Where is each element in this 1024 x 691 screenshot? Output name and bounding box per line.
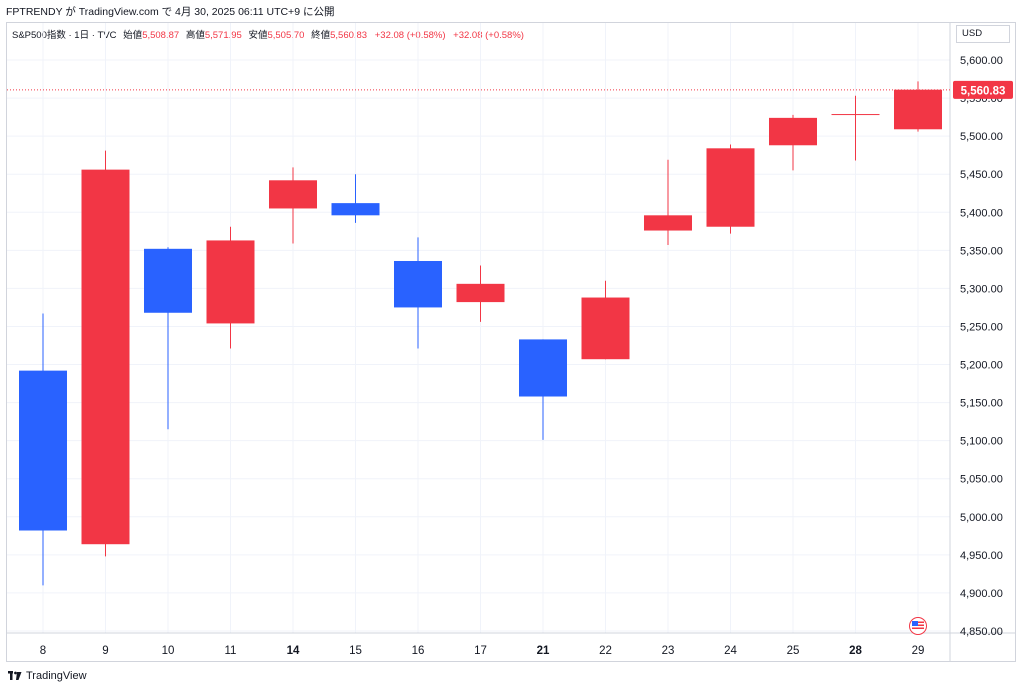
open-value: 5,508.87	[142, 30, 180, 41]
y-tick-label: 5,450.00	[960, 169, 1003, 181]
y-tick-label: 5,400.00	[960, 207, 1003, 219]
y-tick-label: 4,950.00	[960, 550, 1003, 562]
x-tick-label: 14	[287, 645, 300, 657]
y-tick-label: 5,200.00	[960, 360, 1003, 372]
y-tick-label: 5,350.00	[960, 245, 1003, 257]
candle-body[interactable]	[394, 260, 442, 308]
close-label: 終値	[311, 30, 331, 41]
close-value: 5,560.83	[330, 30, 368, 41]
open-label: 始値	[123, 30, 143, 41]
y-tick-label: 5,150.00	[960, 398, 1003, 410]
y-tick-label: 5,100.00	[960, 436, 1003, 448]
y-tick-label: 5,300.00	[960, 283, 1003, 295]
candle-body[interactable]	[519, 339, 567, 397]
x-tick-label: 24	[724, 645, 737, 657]
low-value: 5,505.70	[267, 30, 305, 41]
candle-body[interactable]	[206, 240, 255, 324]
candle-body[interactable]	[894, 89, 942, 130]
tradingview-logo-icon	[8, 671, 22, 680]
high-label: 高値	[185, 30, 205, 41]
candle-body[interactable]	[81, 169, 130, 545]
y-tick-label: 5,250.00	[960, 321, 1003, 333]
last-price-badge	[953, 80, 1013, 99]
y-tick-label: 5,600.00	[960, 55, 1003, 67]
last-price-label: 5,560.83	[961, 85, 1006, 97]
x-tick-label: 10	[162, 645, 175, 657]
x-tick-label: 23	[662, 645, 675, 657]
x-tick-label: 15	[349, 645, 362, 657]
us-flag-icon[interactable]	[909, 617, 927, 635]
x-tick-label: 11	[225, 645, 237, 657]
chart-legend: S&P500指数 · 1日 · TVC 始値5,508.87 高値5,571.9…	[12, 27, 524, 41]
candle-body[interactable]	[144, 248, 192, 313]
footer-brand: TradingView	[8, 670, 87, 682]
x-tick-label: 25	[787, 645, 800, 657]
x-tick-label: 29	[912, 645, 925, 657]
candle-body[interactable]	[456, 283, 505, 303]
low-label: 安値	[248, 30, 268, 41]
candle-body[interactable]	[644, 215, 692, 231]
change-value: +32.08 (+0.58%)	[374, 30, 446, 41]
candle-body[interactable]	[331, 203, 380, 216]
symbol-label: S&P500指数 · 1日 · TVC	[12, 30, 117, 41]
candle-body[interactable]	[19, 370, 67, 531]
candle-body[interactable]	[769, 117, 817, 146]
x-tick-label: 22	[599, 645, 612, 657]
candle-body[interactable]	[581, 297, 630, 360]
x-tick-label: 9	[102, 645, 108, 657]
change-value-2: +32.08 (+0.58%)	[453, 30, 524, 41]
candle-body[interactable]	[269, 180, 317, 209]
y-tick-label: 5,050.00	[960, 474, 1003, 486]
candle-body[interactable]	[831, 114, 880, 116]
x-tick-label: 21	[537, 645, 550, 657]
x-tick-label: 16	[412, 645, 425, 657]
x-tick-label: 28	[849, 645, 862, 657]
publish-info: FPTRENDY が TradingView.com で 4月 30, 2025…	[6, 6, 335, 18]
x-tick-label: 17	[474, 645, 487, 657]
y-tick-label: 5,500.00	[960, 131, 1003, 143]
chart-frame	[6, 22, 1016, 662]
y-tick-label: 4,850.00	[960, 626, 1003, 638]
candle-body[interactable]	[706, 148, 755, 227]
x-tick-label: 8	[40, 645, 46, 657]
footer-brand-label: TradingView	[26, 670, 87, 682]
currency-selector[interactable]: USD	[956, 25, 1010, 43]
y-tick-label: 4,900.00	[960, 588, 1003, 600]
high-value: 5,571.95	[204, 30, 242, 41]
y-tick-label: 5,000.00	[960, 512, 1003, 524]
